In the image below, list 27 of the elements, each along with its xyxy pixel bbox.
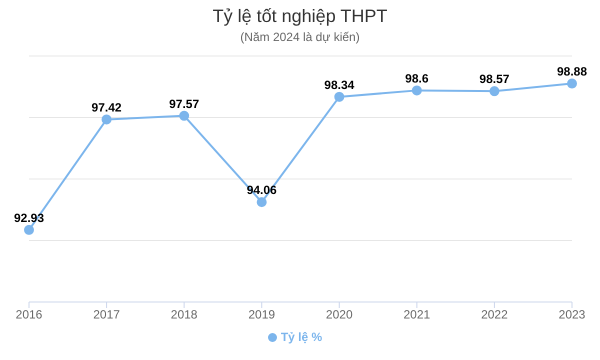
x-tick-label: 2019 xyxy=(248,308,276,322)
data-label: 92.93 xyxy=(14,210,44,225)
data-label: 98.6 xyxy=(405,71,429,86)
point xyxy=(567,78,577,89)
point xyxy=(334,92,344,102)
chart-subtitle: (Năm 2024 là dự kiến) xyxy=(239,30,361,44)
data-label: 97.42 xyxy=(92,100,122,114)
x-tick-label: 2018 xyxy=(170,308,198,322)
x-tick-label: 2020 xyxy=(326,308,353,322)
point xyxy=(412,85,422,96)
data-label: 94.06 xyxy=(246,183,278,198)
data-label: 98.88 xyxy=(556,64,588,79)
point xyxy=(256,197,267,208)
x-tick-label: 2022 xyxy=(481,308,508,322)
point xyxy=(489,86,500,96)
x-tick-label: 2017 xyxy=(93,308,120,322)
point xyxy=(179,110,190,121)
point xyxy=(102,114,112,124)
x-tick-label: 2016 xyxy=(16,308,43,322)
x-tick-label: 2021 xyxy=(404,308,431,322)
point xyxy=(24,224,34,235)
chart-title: Tỷ lệ tốt nghiệp THPT xyxy=(212,6,388,27)
legend-label: Tỷ lệ % xyxy=(280,330,322,344)
data-label: 98.57 xyxy=(479,72,510,86)
data-label: 98.34 xyxy=(324,78,355,92)
data-label: 97.57 xyxy=(169,96,200,111)
x-tick-label: 2023 xyxy=(558,308,586,322)
